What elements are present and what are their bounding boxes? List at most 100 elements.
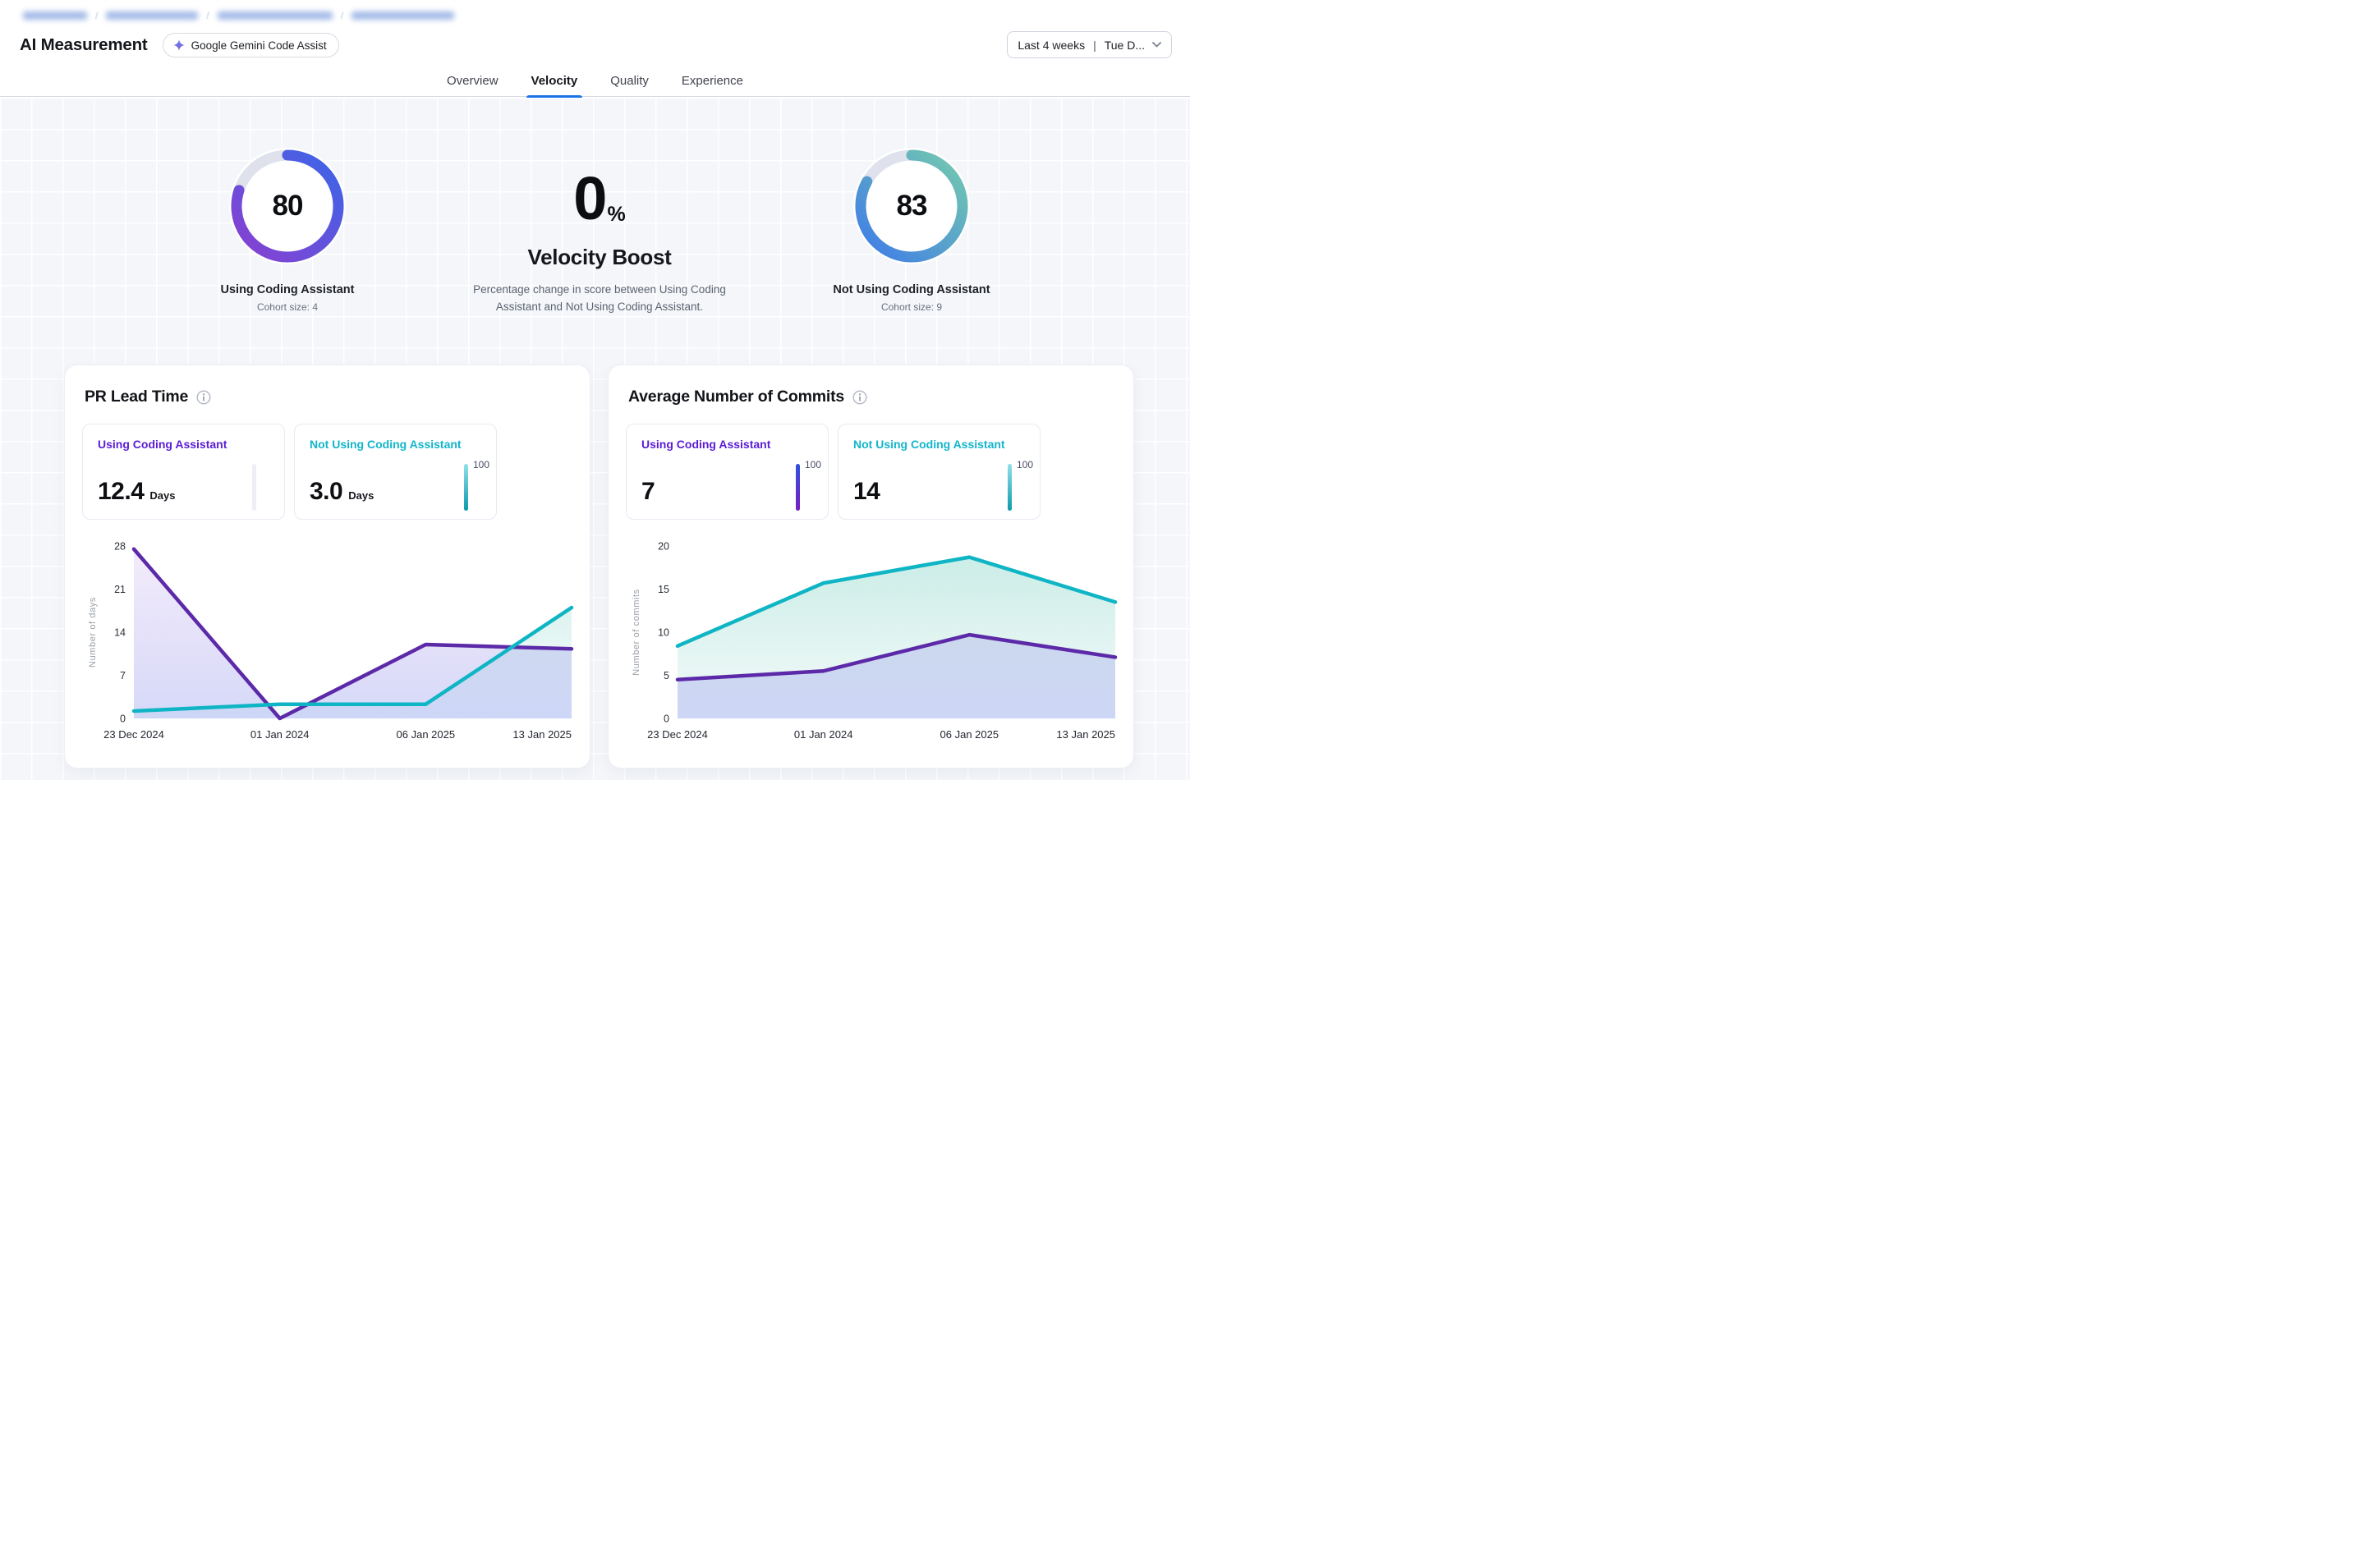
- card-title: PR Lead Time: [85, 388, 189, 406]
- stat-unit: Days: [149, 489, 176, 502]
- stat-scale-bar: [463, 464, 468, 511]
- line-series: [131, 605, 574, 713]
- x-axis-label: 13 Jan 2025: [512, 728, 572, 741]
- breadcrumb-segment-redacted[interactable]: [351, 11, 455, 20]
- using-assistant-gauge-label: Using Coding Assistant: [220, 283, 355, 296]
- stat-label: Not Using Coding Assistant: [310, 438, 462, 451]
- stat-unit: Days: [348, 489, 374, 502]
- stat-scale-max: 100: [804, 459, 821, 470]
- not-using-assistant-gauge-label: Not Using Coding Assistant: [833, 283, 990, 296]
- tab-label: Overview: [447, 74, 499, 88]
- commits-chart: 0 5 10 15 20 Number of commits 23 Dec 2024 01 J…: [632, 541, 1118, 741]
- average-commits-card: Average Number of Commits Using Coding A…: [608, 365, 1134, 769]
- y-axis-tick: 5: [664, 670, 669, 681]
- y-axis-tick: 0: [120, 713, 126, 725]
- velocity-boost-block: 0 % Velocity Boost Percentage change in …: [456, 164, 743, 316]
- tab-overview[interactable]: Overview: [447, 66, 499, 97]
- velocity-boost-description: Percentage change in score between Using…: [473, 282, 726, 314]
- stat-value: 3.0: [310, 478, 343, 505]
- stat-value-row: 12.4 Days: [98, 479, 175, 504]
- tab-experience[interactable]: Experience: [682, 66, 743, 97]
- gauge-arc: [855, 149, 968, 263]
- date-range-divider: |: [1093, 38, 1096, 52]
- info-icon[interactable]: [196, 389, 211, 405]
- x-axis-label: 13 Jan 2025: [1056, 728, 1115, 741]
- card-title-row: Average Number of Commits: [628, 388, 867, 406]
- x-axis-label: 01 Jan 2024: [250, 728, 310, 741]
- tab-bar: Overview Velocity Quality Experience: [0, 66, 1190, 98]
- y-axis-title: Number of commits: [632, 589, 641, 676]
- breadcrumb-segment-redacted[interactable]: [23, 11, 87, 20]
- stat-label: Not Using Coding Assistant: [853, 438, 1005, 451]
- tab-label: Experience: [681, 74, 743, 88]
- info-icon[interactable]: [852, 389, 867, 405]
- top-header-band: / / / AI Measurement Google Gemini Code …: [0, 0, 1190, 98]
- not-using-assistant-gauge: 83: [846, 140, 977, 272]
- x-axis-label: 06 Jan 2025: [397, 728, 456, 741]
- gauge-value: 80: [272, 190, 304, 222]
- date-range-selector[interactable]: Last 4 weeks | Tue D...: [1007, 31, 1172, 58]
- area-series: [134, 548, 572, 718]
- gauge-backdrop: [229, 148, 346, 264]
- y-axis-tick: 20: [658, 541, 669, 553]
- stat-value-row: 7: [641, 479, 660, 504]
- y-axis-tick: 15: [658, 584, 669, 595]
- pr-lead-time-chart: 0 7 14 21 28 Number of days 23 Dec 2024 01 Jan …: [88, 541, 574, 741]
- gauge-value: 83: [896, 190, 928, 222]
- stat-scale-max: 100: [472, 459, 489, 470]
- using-assistant-stat: Using Coding Assistant 7 100: [626, 424, 829, 520]
- x-axis-label: 01 Jan 2024: [794, 728, 853, 741]
- gauge-ring: [229, 148, 346, 264]
- ai-measurement-page: / / / AI Measurement Google Gemini Code …: [0, 0, 1190, 780]
- not-using-assistant-stat: Not Using Coding Assistant 3.0 Days 100: [294, 424, 497, 520]
- stat-label: Using Coding Assistant: [98, 438, 227, 451]
- gemini-star-icon: [172, 39, 185, 51]
- velocity-boost-title: Velocity Boost: [527, 244, 672, 269]
- velocity-boost-value: 0 %: [456, 164, 743, 232]
- gauge-ring: [853, 148, 970, 264]
- stat-value: 7: [641, 478, 655, 505]
- gauge-backdrop: [853, 148, 970, 264]
- boost-number: 0: [573, 164, 607, 232]
- date-range-detail: Tue D...: [1104, 38, 1145, 52]
- using-assistant-stat: Using Coding Assistant 12.4 Days: [82, 424, 285, 520]
- tab-quality[interactable]: Quality: [610, 66, 649, 97]
- stat-value-row: 14: [853, 479, 885, 504]
- stat-value: 12.4: [98, 478, 145, 505]
- breadcrumb-segment-redacted[interactable]: [217, 11, 333, 20]
- card-title: Average Number of Commits: [628, 388, 845, 406]
- x-axis-label: 06 Jan 2025: [940, 728, 999, 741]
- page-title: AI Measurement: [20, 35, 148, 54]
- using-assistant-gauge: 80: [222, 140, 353, 272]
- tab-label: Velocity: [531, 74, 578, 88]
- line-series: [131, 547, 574, 721]
- x-axis-label: 23 Dec 2024: [647, 728, 708, 741]
- breadcrumb-separator: /: [95, 10, 99, 21]
- gauge-arc: [231, 149, 344, 263]
- line-series: [675, 632, 1118, 681]
- stat-value: 14: [853, 478, 880, 505]
- stat-value-row: 3.0 Days: [310, 479, 374, 504]
- gemini-code-assist-badge[interactable]: Google Gemini Code Assist: [162, 33, 339, 57]
- stat-scale-max: 100: [1016, 459, 1033, 470]
- breadcrumb: / / /: [23, 10, 455, 21]
- card-title-row: PR Lead Time: [85, 388, 211, 406]
- pr-lead-time-card: PR Lead Time Using Coding Assistant 12.4…: [64, 365, 590, 769]
- using-assistant-cohort-size: Cohort size: 4: [256, 301, 319, 313]
- y-axis-tick: 10: [658, 627, 669, 639]
- not-using-assistant-stat: Not Using Coding Assistant 14 100: [838, 424, 1041, 520]
- not-using-assistant-cohort-size: Cohort size: 9: [880, 301, 943, 313]
- breadcrumb-segment-redacted[interactable]: [106, 11, 199, 20]
- tab-velocity[interactable]: Velocity: [526, 66, 583, 98]
- y-axis-tick: 28: [114, 541, 126, 553]
- y-axis-tick: 0: [664, 713, 669, 725]
- y-axis-title: Number of days: [88, 597, 98, 668]
- date-range-label: Last 4 weeks: [1018, 38, 1086, 52]
- content-area: 80 Using Coding Assistant Cohort size: 4…: [0, 98, 1190, 780]
- y-axis-tick: 14: [114, 627, 126, 639]
- chevron-down-icon: [1152, 42, 1161, 48]
- line-series: [675, 555, 1118, 649]
- area-series: [678, 635, 1115, 718]
- breadcrumb-separator: /: [206, 10, 209, 21]
- stat-scale-bar: [1007, 464, 1012, 511]
